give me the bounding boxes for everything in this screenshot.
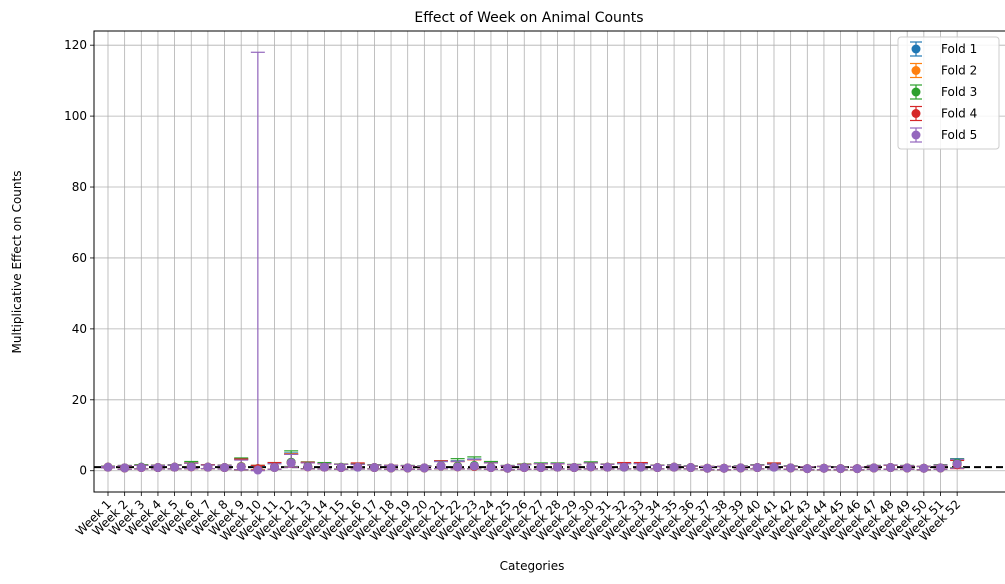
legend: Fold 1 Fold 2 Fold 3 Fold 4 Fold 5 — [897, 36, 1000, 150]
data-point — [652, 463, 662, 473]
legend-box — [897, 36, 1000, 150]
data-point — [902, 463, 912, 473]
legend-marker — [911, 109, 921, 118]
data-point — [636, 462, 646, 472]
y-axis-label: Multiplicative Effect on Counts — [10, 171, 24, 354]
data-point — [819, 463, 829, 473]
data-point — [719, 463, 729, 473]
data-point — [453, 462, 463, 472]
data-point — [353, 462, 363, 472]
data-point — [553, 462, 563, 472]
data-point — [369, 463, 379, 473]
data-point — [702, 463, 712, 473]
data-points — [103, 457, 962, 475]
y-axis: 0 20 40 60 80 100 120 — [64, 38, 94, 478]
legend-label: Fold 2 — [941, 64, 977, 78]
data-point — [403, 463, 413, 473]
legend-label: Fold 5 — [941, 128, 977, 142]
data-point — [236, 462, 246, 472]
data-point — [536, 463, 546, 473]
data-point — [436, 461, 446, 471]
chart-title: Effect of Week on Animal Counts — [414, 10, 643, 26]
data-point — [519, 463, 529, 473]
data-point — [736, 463, 746, 473]
data-point — [220, 463, 230, 473]
data-point — [952, 459, 962, 469]
y-tick-label: 100 — [64, 109, 87, 123]
data-point — [586, 462, 596, 472]
legend-marker — [911, 66, 921, 75]
data-point — [769, 462, 779, 472]
data-point — [253, 465, 263, 475]
y-tick-label: 0 — [79, 464, 87, 478]
legend-marker — [911, 130, 921, 140]
data-point — [419, 463, 429, 473]
data-point — [103, 462, 113, 472]
legend-label: Fold 3 — [941, 85, 977, 99]
data-point — [319, 462, 329, 472]
data-point — [136, 463, 146, 473]
data-point — [619, 462, 629, 472]
data-point — [286, 458, 296, 468]
data-point — [669, 462, 679, 472]
data-point — [802, 464, 812, 474]
data-point — [569, 463, 579, 473]
data-point — [886, 463, 896, 473]
y-tick-label: 80 — [72, 180, 87, 194]
data-point — [120, 463, 130, 473]
data-point — [686, 463, 696, 473]
grid — [94, 31, 1005, 492]
data-point — [486, 463, 496, 473]
data-point — [869, 463, 879, 473]
data-point — [852, 464, 862, 474]
data-point — [786, 463, 796, 473]
legend-marker — [911, 87, 921, 97]
legend-label: Fold 1 — [941, 42, 977, 56]
data-point — [170, 462, 180, 472]
legend-label: Fold 4 — [941, 107, 977, 121]
data-point — [386, 463, 396, 473]
legend-marker — [911, 44, 921, 54]
x-axis-label: Categories — [500, 559, 565, 573]
data-point — [186, 462, 196, 472]
plot-frame — [93, 30, 1005, 493]
data-point — [752, 463, 762, 473]
y-tick-label: 120 — [64, 38, 87, 52]
data-point — [336, 463, 346, 473]
data-point — [936, 463, 945, 473]
data-point — [203, 462, 213, 472]
error-bars — [101, 51, 965, 472]
data-point — [503, 463, 513, 473]
data-point — [919, 463, 929, 473]
y-tick-label: 60 — [72, 251, 87, 265]
data-point — [836, 464, 846, 474]
data-point — [153, 463, 163, 473]
data-point — [303, 462, 313, 472]
y-tick-label: 20 — [72, 393, 87, 407]
data-point — [469, 461, 479, 471]
data-point — [603, 462, 612, 472]
data-point — [270, 463, 279, 473]
y-tick-label: 40 — [72, 322, 87, 336]
